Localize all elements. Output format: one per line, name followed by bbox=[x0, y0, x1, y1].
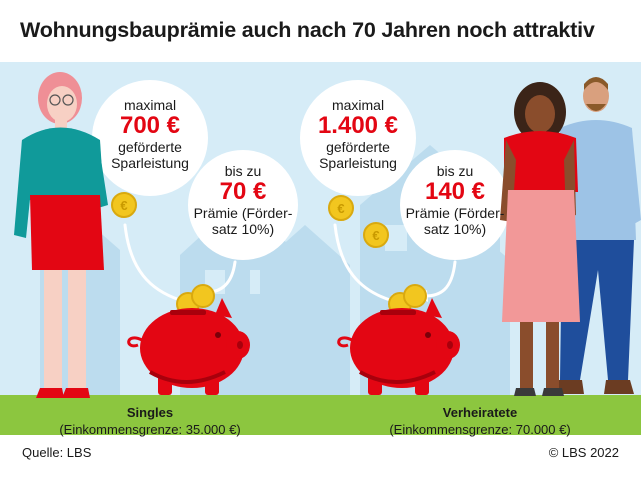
married-couple-figure bbox=[500, 77, 641, 396]
coin-married-1: € bbox=[328, 195, 354, 221]
bubble-married-bonus bbox=[400, 150, 510, 260]
married-max-bubble-text: maximal 1.400 € geförderte Sparleistung bbox=[303, 97, 413, 171]
married-bonus-line1: Prämie (Förder- bbox=[405, 205, 505, 221]
coin-married-2: € bbox=[363, 222, 389, 248]
piggy-bank-singles bbox=[127, 284, 250, 395]
married-bonus-bubble-text: bis zu 140 € Prämie (Förder- satz 10%) bbox=[402, 163, 508, 237]
married-caption: Verheiratete (Einkommensgrenze: 70.000 €… bbox=[360, 404, 600, 438]
singles-caption: Singles (Einkommensgrenze: 35.000 €) bbox=[30, 404, 270, 438]
svg-text:€: € bbox=[120, 198, 127, 213]
grass bbox=[0, 395, 641, 435]
singles-bonus-prefix: bis zu bbox=[224, 163, 262, 179]
singles-income-limit: (Einkommensgrenze: 35.000 €) bbox=[59, 422, 241, 437]
arrow-married-left bbox=[333, 223, 392, 302]
singles-bonus-line2: satz 10%) bbox=[211, 221, 275, 237]
singles-max-prefix: maximal bbox=[123, 97, 177, 113]
married-max-line1: geförderte bbox=[326, 139, 390, 155]
singles-bonus-bubble-text: bis zu 70 € Prämie (Förder- satz 10%) bbox=[190, 163, 296, 237]
married-bonus-prefix: bis zu bbox=[436, 163, 474, 179]
singles-max-line1: geförderte bbox=[118, 139, 182, 155]
married-max-prefix: maximal bbox=[331, 97, 385, 113]
svg-text:€: € bbox=[372, 228, 379, 243]
bubble-singles-bonus bbox=[188, 150, 298, 260]
single-woman-figure bbox=[14, 72, 108, 398]
bubble-singles-max bbox=[92, 80, 208, 196]
bubble-married-max bbox=[300, 80, 416, 196]
arrow-singles-left bbox=[123, 223, 182, 302]
married-bonus-line2: satz 10%) bbox=[423, 221, 487, 237]
singles-group-label: Singles bbox=[126, 405, 174, 420]
singles-max-amount: 700 € bbox=[119, 112, 181, 139]
singles-max-line2: Sparleistung bbox=[111, 155, 189, 171]
married-max-line2: Sparleistung bbox=[319, 155, 397, 171]
singles-bonus-amount: 70 € bbox=[219, 178, 267, 205]
married-group-label: Verheiratete bbox=[442, 405, 518, 420]
married-bonus-amount: 140 € bbox=[424, 178, 486, 205]
page-title: Wohnungsbauprämie auch nach 70 Jahren no… bbox=[20, 18, 595, 42]
coin-singles: € bbox=[111, 192, 137, 218]
married-max-amount: 1.400 € bbox=[317, 112, 399, 139]
married-income-limit: (Einkommensgrenze: 70.000 €) bbox=[389, 422, 571, 437]
piggy-bank-married bbox=[337, 284, 460, 395]
arrow-married-right bbox=[423, 260, 457, 298]
copyright-label: © LBS 2022 bbox=[548, 445, 619, 460]
singles-bonus-line1: Prämie (Förder- bbox=[193, 205, 293, 221]
svg-text:€: € bbox=[337, 201, 344, 216]
source-label: Quelle: LBS bbox=[22, 445, 92, 460]
singles-max-bubble-text: maximal 700 € geförderte Sparleistung bbox=[97, 97, 203, 171]
